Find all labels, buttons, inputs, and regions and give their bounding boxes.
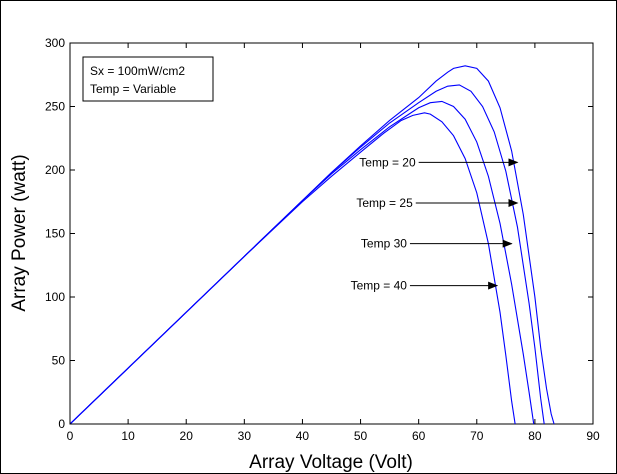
legend-border <box>82 56 214 102</box>
x-tick-label: 70 <box>470 429 484 443</box>
x-tick-label: 90 <box>586 429 600 443</box>
annotation-label: Temp = 40 <box>351 279 408 293</box>
annotation-label: Temp 30 <box>361 237 407 251</box>
legend-box: Sx = 100mW/cm2 Temp = Variable <box>82 56 214 102</box>
y-tick-label: 100 <box>45 290 65 304</box>
legend-line-1: Sx = 100mW/cm2 <box>90 64 185 78</box>
y-tick-label: 200 <box>45 163 65 177</box>
x-tick-label: 10 <box>121 429 135 443</box>
x-tick-label: 40 <box>296 429 310 443</box>
x-tick-label: 50 <box>354 429 368 443</box>
tick-group: 0 10 20 30 40 50 60 70 80 90 0 50 100 150 200 250 300 <box>45 36 600 443</box>
x-tick-label: 0 <box>67 429 74 443</box>
annotation-label: Temp = 20 <box>359 155 416 169</box>
y-tick-label: 50 <box>52 354 66 368</box>
x-tick-label: 20 <box>180 429 194 443</box>
y-tick-label: 250 <box>45 100 65 114</box>
y-tick-label: 300 <box>45 36 65 50</box>
plot-area <box>69 42 594 425</box>
x-tick-label: 30 <box>238 429 252 443</box>
x-axis-label: Array Voltage (Volt) <box>249 452 413 473</box>
x-tick-label: 80 <box>528 429 542 443</box>
y-tick-label: 0 <box>58 417 65 431</box>
annotation-label: Temp = 25 <box>356 196 413 210</box>
x-tick-label: 60 <box>412 429 426 443</box>
y-tick-label: 150 <box>45 227 65 241</box>
legend-line-2: Temp = Variable <box>90 82 176 96</box>
y-axis-label: Array Power (watt) <box>9 154 30 311</box>
annotation-group: Temp = 20 Temp = 25 Temp 30 Temp = 40 <box>351 155 519 293</box>
